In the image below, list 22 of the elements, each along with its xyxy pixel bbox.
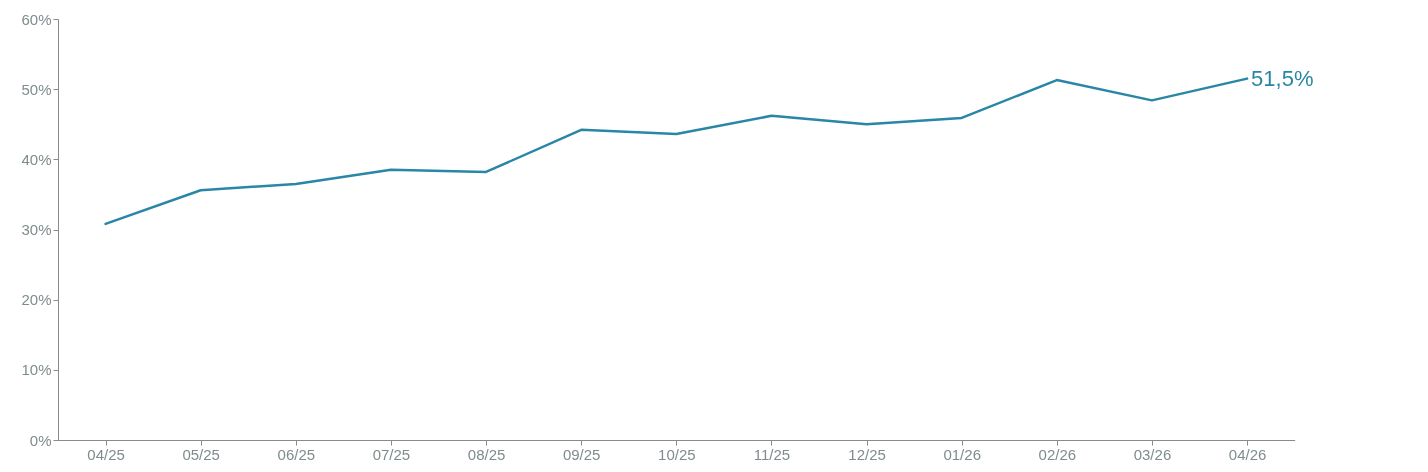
x-tick-label: 10/25 xyxy=(658,445,696,463)
x-tick-label: 07/25 xyxy=(372,445,411,463)
x-tick-label: 12/25 xyxy=(848,445,886,463)
x-tick-label: 02/26 xyxy=(1038,445,1077,463)
x-tick-label: 09/25 xyxy=(562,445,601,463)
x-tick-label: 06/25 xyxy=(277,445,316,463)
y-tick-label: 30% xyxy=(21,221,52,238)
x-tick-label: 01/26 xyxy=(943,445,981,463)
y-tick-label: 40% xyxy=(21,150,52,168)
y-tick-label: 50% xyxy=(21,80,52,98)
x-tick-label: 08/25 xyxy=(467,445,506,463)
x-tick-label: 05/25 xyxy=(182,445,220,463)
line-series xyxy=(104,77,1249,226)
x-tick-label: 04/25 xyxy=(87,445,125,463)
y-tick-label: 60% xyxy=(21,10,52,28)
annotation: 51,5% xyxy=(1251,65,1314,91)
x-tick-label: 04/26 xyxy=(1228,445,1267,463)
y-tick-label: 20% xyxy=(21,291,52,309)
y-tick-label: 10% xyxy=(21,361,52,379)
y-tick-label: 0% xyxy=(29,431,52,449)
x-tick-label: 03/26 xyxy=(1133,445,1172,463)
x-tick-label: 11/25 xyxy=(753,445,791,463)
